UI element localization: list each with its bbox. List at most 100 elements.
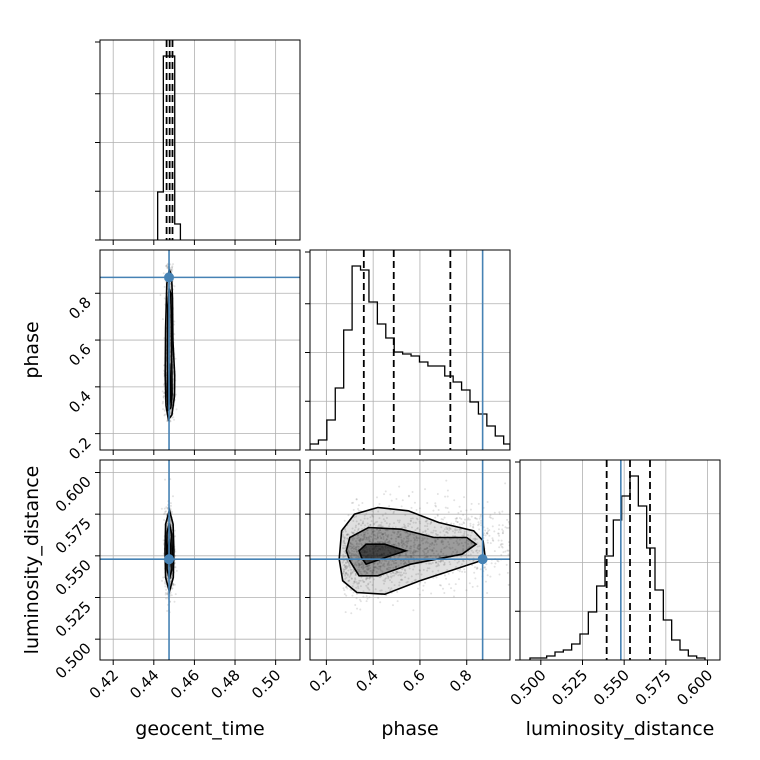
sample-point [443,528,446,531]
sample-point [462,549,465,552]
sample-point [452,522,455,525]
sample-point [468,582,471,585]
sample-point [454,528,457,531]
sample-point [445,479,448,482]
sample-point [405,535,408,538]
sample-point [431,531,434,534]
sample-point [405,545,408,548]
sample-point [516,552,518,554]
sample-point [342,556,345,559]
sample-point [437,509,440,512]
sample-point [416,527,419,530]
sample-point [360,562,363,565]
sample-point [347,514,350,517]
sample-point [344,547,347,550]
y-tick-label: 0.6 [65,340,95,370]
sample-point [414,529,417,532]
sample-point [358,539,361,542]
sample-point [345,561,348,564]
sample-point [373,566,376,569]
sample-point [393,574,396,577]
sample-point [375,538,378,541]
sample-point [439,584,442,587]
sample-point [387,534,390,537]
sample-point [166,263,169,266]
sample-point [371,541,374,544]
sample-point [373,561,376,564]
sample-point [347,579,350,582]
sample-point [368,588,371,591]
sample-point [480,524,483,527]
sample-point [411,490,414,493]
sample-point [161,579,164,582]
sample-point [454,529,457,532]
sample-point [357,545,360,548]
sample-point [173,333,176,336]
sample-point [391,526,394,529]
sample-point [365,565,368,568]
sample-point [358,564,361,567]
sample-point [359,570,362,573]
sample-point [418,583,421,586]
sample-point [448,529,451,532]
sample-point [476,566,479,569]
sample-point [527,535,529,537]
sample-point [533,541,535,543]
sample-point [395,537,398,540]
sample-point [521,504,523,506]
sample-point [405,581,408,584]
sample-point [349,572,352,575]
sample-point [374,588,377,591]
sample-point [422,531,425,534]
sample-point [169,412,172,415]
sample-point [442,518,445,521]
sample-point [415,550,418,553]
sample-point [434,502,437,505]
sample-point [407,539,410,542]
sample-point [358,581,361,584]
sample-point [357,522,360,525]
sample-point [400,544,403,547]
sample-point [343,564,346,567]
sample-point [400,541,403,544]
sample-point [443,592,446,595]
sample-point [404,554,407,557]
sample-point [366,517,369,520]
sample-point [381,533,384,536]
sample-point [418,544,421,547]
sample-point [534,576,536,578]
sample-point [407,537,410,540]
sample-point [164,478,167,481]
sample-point [175,569,178,572]
sample-point [426,569,429,572]
sample-point [164,581,167,584]
sample-point [342,559,345,562]
sample-point [431,550,434,553]
sample-point [460,528,463,531]
sample-point [406,545,409,548]
sample-point [163,409,166,412]
sample-point [426,525,429,528]
sample-point [443,516,446,519]
sample-point [169,591,172,594]
sample-point [466,518,469,521]
sample-point [376,536,379,539]
sample-point [478,549,481,552]
sample-point [524,519,526,521]
sample-point [354,572,357,575]
sample-point [162,396,165,399]
sample-point [357,529,360,532]
sample-point [418,520,421,523]
sample-point [476,542,479,545]
sample-point [377,596,380,599]
sample-point [455,516,458,519]
sample-point [416,545,419,548]
sample-point [162,272,165,275]
contour-middle [166,288,173,412]
sample-point [502,551,505,554]
sample-point [404,572,407,575]
sample-point [342,541,345,544]
phase-vs-geocent-time-panel [95,249,301,455]
sample-point [426,555,429,558]
sample-point [500,553,503,556]
